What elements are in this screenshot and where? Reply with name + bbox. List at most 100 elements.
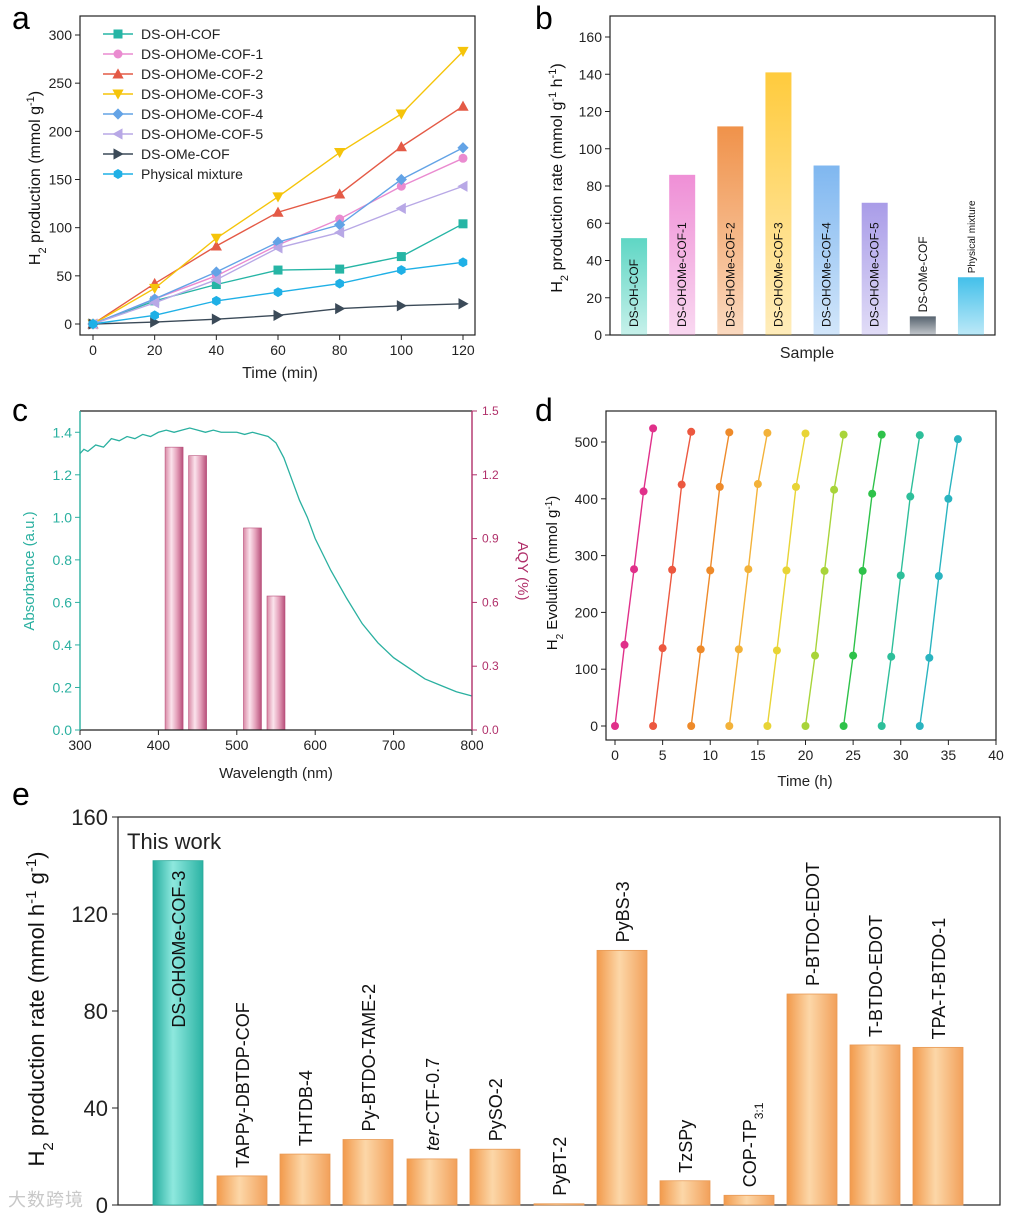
bar-label: DS-OHOMe-COF-4 (820, 222, 834, 327)
cycle-point (620, 640, 629, 649)
data-point (335, 302, 346, 315)
data-point (334, 148, 346, 159)
bar-label: DS-OH-COF (627, 259, 641, 327)
legend-label: DS-OH-COF (141, 26, 220, 42)
plot-frame (609, 15, 996, 336)
x-tick-label: 15 (750, 747, 766, 763)
x-axis-label: Time (min) (242, 365, 318, 382)
data-point (396, 181, 406, 191)
y-tick-label: 400 (575, 491, 599, 507)
bar (669, 174, 696, 335)
cycle-point (820, 566, 829, 575)
data-point (396, 252, 406, 262)
cycle-line (766, 433, 807, 727)
y-tick-label: 1.4 (53, 424, 73, 440)
chart-e: 0 40 80 120 160 H2 production rate (mmol h-1 … (23, 805, 1001, 1218)
cycle-line (919, 439, 959, 727)
bar-label: PyBT-2 (550, 1137, 570, 1196)
data-point (335, 278, 344, 289)
data-point (211, 313, 222, 325)
bar (596, 949, 648, 1206)
cycle-line (881, 435, 921, 727)
legend-label: Physical mixture (141, 166, 243, 182)
y-tick-label: 40 (84, 1096, 108, 1121)
x-tick-label: 100 (390, 342, 414, 358)
cycle-point (801, 722, 810, 730)
data-point (212, 295, 221, 306)
data-point (210, 233, 222, 244)
aqy-bar (188, 455, 207, 731)
data-point (334, 188, 346, 199)
bar (216, 1175, 268, 1206)
cycle-point (877, 722, 886, 730)
y-tick-label: 140 (579, 66, 603, 82)
data-point (457, 46, 469, 58)
y-tick-label: 160 (71, 805, 108, 830)
legend-label: DS-OHOMe-COF-3 (141, 86, 263, 102)
cycle-point (706, 566, 715, 575)
bar-label: DS-OHOMe-COF-2 (723, 222, 737, 327)
data-point (210, 240, 222, 251)
data-point (150, 310, 159, 321)
y-axis-label: H2 Evolution (mmol g-1) (544, 496, 566, 651)
cycle-point (934, 572, 943, 581)
legend-label: DS-OMe-COF (141, 146, 230, 162)
y-tick-label: 0.8 (53, 552, 73, 568)
data-point (272, 192, 284, 203)
y-tick-label: 120 (71, 902, 108, 927)
y-axis-label: H2 production (mmol g-1) (25, 91, 49, 265)
y-tick-label: 100 (575, 661, 599, 677)
y2-tick-label: 0.6 (482, 595, 499, 609)
cycle-line (842, 434, 883, 727)
cycle-point (677, 480, 686, 489)
data-point (149, 297, 160, 309)
data-point (395, 109, 407, 120)
x-tick-label: 60 (270, 342, 286, 358)
cycle-point (782, 566, 791, 575)
x-tick-label: 0 (89, 342, 97, 358)
bar-label: Physical mixture (967, 200, 978, 273)
aqy-bar (266, 595, 286, 731)
bar (469, 1148, 521, 1206)
panel-label-e: e (12, 776, 30, 812)
bar-label: DS-OHOMe-COF-1 (675, 222, 689, 327)
y-axis-label: H2 production rate (mmol h-1 g-1) (23, 851, 57, 1166)
x-tick-label: 600 (304, 737, 328, 753)
bar (813, 165, 840, 335)
cycle-point (896, 571, 905, 580)
data-point (88, 319, 98, 329)
cycle-point (715, 482, 724, 491)
cycle-point (906, 492, 915, 501)
y-tick-label: 0 (590, 718, 598, 734)
data-point (395, 173, 407, 186)
bar-label: COP-TP3:1 (740, 1102, 766, 1187)
x-tick-label: 25 (845, 747, 861, 763)
cycle-point (877, 430, 886, 439)
y-tick-label: 0.4 (53, 637, 73, 653)
bar-label: TPA-T-BTDO-1 (929, 918, 949, 1040)
data-point (458, 257, 468, 268)
aqy-bar (164, 446, 184, 731)
y-tick-label: 1.0 (53, 509, 73, 525)
cycle-point (811, 651, 820, 660)
legend-marker (112, 89, 124, 100)
y2-tick-label: 0.0 (482, 723, 499, 737)
bar (723, 1194, 775, 1206)
x-tick-label: 300 (68, 737, 92, 753)
y-tick-label: 80 (84, 999, 108, 1024)
y-tick-label: 1.2 (53, 467, 73, 483)
data-point (457, 100, 469, 111)
bar (717, 126, 744, 336)
bar-label: DS-OHOMe-COF-5 (868, 222, 882, 327)
cycle-point (744, 565, 753, 574)
x-tick-label: 10 (702, 747, 718, 763)
watermark: 大数跨境 (8, 1190, 84, 1211)
panel-label-b: b (535, 0, 553, 36)
bar-label: PyBS-3 (613, 881, 633, 942)
bar-label: TzSPy (676, 1120, 696, 1173)
bar-label: TAPPy-DBTDP-COF (233, 1002, 253, 1168)
bar-label: DS-OMe-COF (916, 236, 930, 312)
cycle-point (639, 487, 648, 496)
y2-tick-label: 0.3 (482, 659, 499, 673)
